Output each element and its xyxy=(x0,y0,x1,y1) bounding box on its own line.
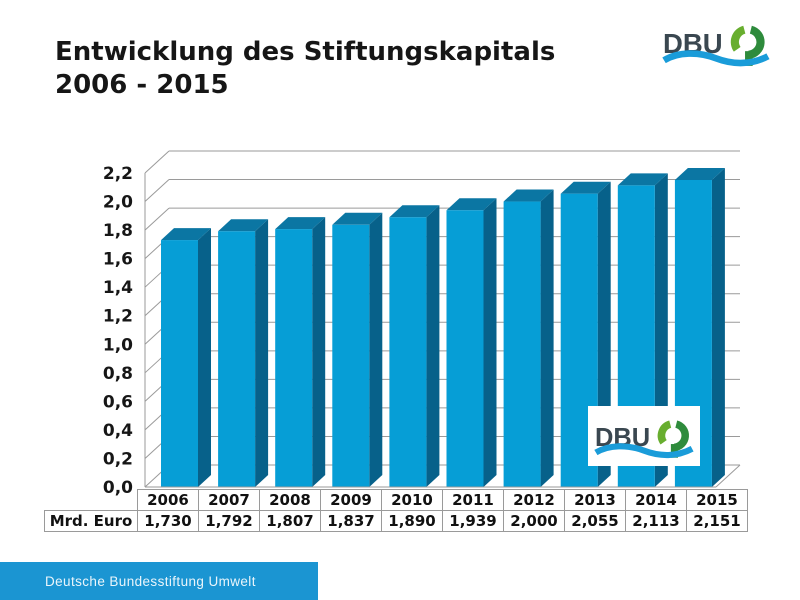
page-title: Entwicklung des Stiftungskapitals 2006 -… xyxy=(55,36,555,102)
table-corner-spacer xyxy=(45,490,138,511)
year-cell-2011: 2011 xyxy=(442,489,504,511)
value-cell-2009: 1,837 xyxy=(320,510,382,532)
watermark-leaf-dark-arc-icon xyxy=(673,419,689,451)
y-tick-label: 0,2 xyxy=(103,449,133,469)
value-cell-2011: 1,939 xyxy=(442,510,504,532)
bar-top-2015 xyxy=(674,167,725,180)
year-cell-2015: 2015 xyxy=(686,489,748,511)
y-tick-label: 0,4 xyxy=(103,421,133,441)
watermark-wave-icon xyxy=(594,442,694,458)
dbu-watermark-icon: DBU xyxy=(594,419,694,458)
bar-2011 xyxy=(446,210,484,487)
y-tick-label: 1,2 xyxy=(103,307,133,327)
dbu-watermark-logo: DBU xyxy=(588,406,700,466)
bar-top-2012 xyxy=(503,189,554,202)
y-tick-connector xyxy=(144,150,170,174)
bar-2008 xyxy=(275,229,313,488)
year-cell-2010: 2010 xyxy=(381,489,443,511)
watermark-stem-icon xyxy=(670,443,678,458)
y-tick-label: 1,6 xyxy=(103,250,133,270)
bar-side-2015 xyxy=(711,167,725,487)
year-cell-2008: 2008 xyxy=(259,489,321,511)
year-cell-2013: 2013 xyxy=(564,489,626,511)
footer-bar: Deutsche Bundesstiftung Umwelt xyxy=(0,562,318,600)
bar-top-2006 xyxy=(161,228,211,241)
value-cell-2006: 1,730 xyxy=(137,510,199,532)
bar-top-2007 xyxy=(218,219,269,232)
bar-side-2009 xyxy=(369,212,383,487)
year-cell-2014: 2014 xyxy=(625,489,687,511)
page-title-line2: 2006 - 2015 xyxy=(55,70,229,100)
y-tick-label: 0,8 xyxy=(103,364,133,384)
y-tick-label: 1,4 xyxy=(103,278,133,298)
year-cell-2012: 2012 xyxy=(503,489,565,511)
row-label-mrd-euro: Mrd. Euro xyxy=(44,510,138,532)
footer-text: Deutsche Bundesstiftung Umwelt xyxy=(45,573,256,589)
value-cell-2007: 1,792 xyxy=(198,510,260,532)
y-tick-label: 1,8 xyxy=(103,221,133,241)
year-cell-2009: 2009 xyxy=(320,489,382,511)
bar-top-2009 xyxy=(332,212,383,225)
bar-top-2008 xyxy=(275,217,326,230)
value-cell-2013: 2,055 xyxy=(564,510,626,532)
data-table: 2006 2007 2008 2009 2010 2011 2012 2013 2014 2015… xyxy=(44,489,748,532)
bar-top-2013 xyxy=(560,181,611,194)
bar-side-2006 xyxy=(198,228,211,487)
value-cell-2012: 2,000 xyxy=(503,510,565,532)
values-table: 2006 2007 2008 2009 2010 2011 2012 2013 2014 2015… xyxy=(44,489,748,532)
logo-leaf-light-arc-icon xyxy=(730,25,746,52)
value-cell-2014: 2,113 xyxy=(625,510,687,532)
logo-wave-icon xyxy=(662,50,770,67)
year-cell-2006: 2006 xyxy=(137,489,199,511)
bar-side-2007 xyxy=(255,219,269,487)
bar-2010 xyxy=(389,217,427,487)
watermark-leaf-light-arc-icon xyxy=(657,419,672,445)
bar-side-2008 xyxy=(312,217,326,488)
page-title-line1: Entwicklung des Stiftungskapitals xyxy=(55,37,556,67)
y-tick-label: 1,0 xyxy=(103,335,133,355)
value-cell-2008: 1,807 xyxy=(259,510,321,532)
bar-top-2011 xyxy=(446,198,497,211)
bar-top-2014 xyxy=(617,173,668,186)
logo-stem-icon xyxy=(745,51,753,66)
bar-2007 xyxy=(218,231,256,487)
bar-side-2010 xyxy=(426,205,440,487)
value-cell-2015: 2,151 xyxy=(686,510,748,532)
bar-2009 xyxy=(332,224,370,487)
bar-side-2011 xyxy=(483,198,497,487)
y-tick-label: 0,6 xyxy=(103,392,133,412)
bar-2006 xyxy=(161,240,198,487)
dbu-logo-icon: DBU xyxy=(662,25,770,67)
y-tick-connector xyxy=(144,207,170,231)
value-cell-2010: 1,890 xyxy=(381,510,443,532)
bar-2012 xyxy=(503,201,541,487)
table-row-values: Mrd. Euro 1,730 1,792 1,807 1,837 1,890 1,939 2… xyxy=(44,510,748,532)
year-cell-2007: 2007 xyxy=(198,489,260,511)
y-tick-label: 2,0 xyxy=(103,193,133,213)
floor-right-edge xyxy=(715,464,741,488)
y-tick-label: 0,0 xyxy=(103,478,133,498)
y-tick-connector xyxy=(144,179,170,202)
table-row-years: 2006 2007 2008 2009 2010 2011 2012 2013 2014 2015 xyxy=(45,489,748,511)
bar-top-2010 xyxy=(389,205,440,218)
logo-leaf-dark-arc-icon xyxy=(748,25,765,59)
y-tick-label: 2,2 xyxy=(103,164,133,184)
dbu-logo: DBU xyxy=(662,14,770,72)
bar-side-2012 xyxy=(540,189,554,487)
